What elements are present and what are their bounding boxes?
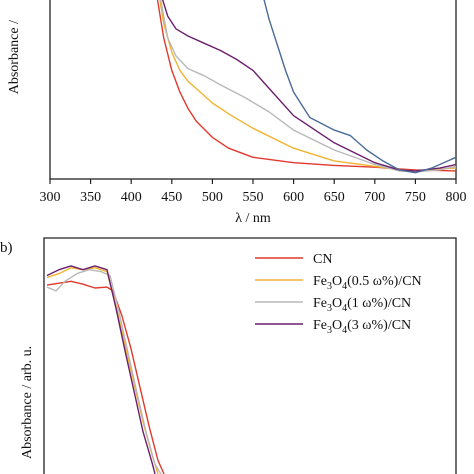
legend-entry-label: Fe3O4(3 ω%)/CN <box>313 318 411 336</box>
panel-b-line-fe3o4-0-5- <box>46 267 159 474</box>
panel-a-x-ticks: 300 350 400 450 500 550 600 650 700 750 800 <box>40 179 467 205</box>
panel-a-line-cn <box>156 0 456 172</box>
panel-a-plot-frame <box>49 0 457 180</box>
panel-a-x-tick-label: 300 <box>40 190 61 205</box>
panel-a: Absorbance / 300 350 400 450 500 550 600 650 700… <box>7 0 467 226</box>
panel-b-y-axis-label: Absorbance / arb. u. <box>20 346 35 459</box>
panel-a-line-fe3o4-1- <box>160 0 456 173</box>
panel-a-x-tick-label: 800 <box>446 190 467 205</box>
panel-a-x-tick-label: 400 <box>121 190 142 205</box>
panel-a-series-group <box>156 0 456 174</box>
legend-entry-label: Fe3O4(1 ω%)/CN <box>313 296 411 314</box>
panel-a-line-fe3o4 <box>263 0 456 174</box>
panel-a-x-tick-label: 650 <box>324 190 345 205</box>
panel-a-y-axis-label: Absorbance / <box>7 20 22 94</box>
panel-a-x-axis-label: λ / nm <box>235 211 271 226</box>
panel-b-label: b) <box>0 240 13 256</box>
panel-a-x-tick-label: 550 <box>243 190 264 205</box>
legend-entry-label: CN <box>313 252 332 267</box>
panel-a-x-tick-label: 700 <box>364 190 385 205</box>
panel-b-legend: CN Fe3O4(0.5 ω%)/CN Fe3O4(1 ω%)/CN Fe3O4(3 … <box>255 252 422 336</box>
panel-b-line-fe3o4-1- <box>46 269 162 474</box>
legend-entry-label: Fe3O4(0.5 ω%)/CN <box>313 274 422 292</box>
panel-b-line-cn <box>46 280 165 474</box>
panel-a-x-tick-label: 350 <box>80 190 101 205</box>
panel-a-line-fe3o4-0-5- <box>159 0 456 172</box>
panel-b-line-fe3o4-3- <box>46 265 156 474</box>
panel-a-x-tick-label: 600 <box>283 190 304 205</box>
panel-b-series-group <box>46 265 165 474</box>
panel-a-x-tick-label: 450 <box>161 190 182 205</box>
panel-b-plot-frame <box>43 237 457 474</box>
panel-a-line-fe3o4-3- <box>161 0 456 172</box>
panel-a-x-tick-label: 750 <box>405 190 426 205</box>
panel-a-x-tick-label: 500 <box>202 190 223 205</box>
panel-b: b) Absorbance / arb. u. CN Fe3O4(0.5 ω%)/… <box>0 237 457 474</box>
